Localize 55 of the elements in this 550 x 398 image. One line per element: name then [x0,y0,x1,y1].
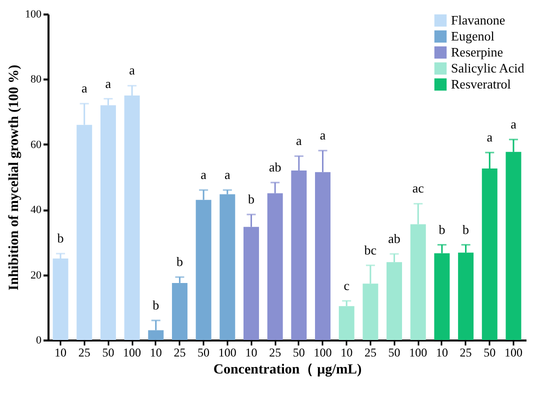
data-label: a [320,128,326,143]
data-label: b [462,222,470,237]
x-tick-label: 10 [54,346,67,360]
legend-label: Salicylic Acid [451,60,525,76]
x-tick-label: 50 [198,346,210,360]
data-label: a [296,133,302,148]
y-tick-label: 80 [30,74,42,86]
x-tick-label: 10 [436,346,448,360]
x-tick-label: 50 [292,346,305,360]
data-label: a [105,76,112,91]
x-tick-label: 100 [123,346,142,360]
data-label: bc [364,242,377,258]
bar [220,194,236,340]
x-tick-label: 100 [504,346,522,360]
x-tick-label: 25 [78,346,90,360]
data-label: b [152,297,160,312]
legend-label: Eugenol [451,28,495,44]
legend-label: Flavanone [451,12,506,28]
y-tick-label: 60 [30,138,42,151]
data-label: b [57,230,64,246]
x-tick-label: 25 [174,346,186,360]
y-tick-label: 20 [30,269,42,282]
x-tick-label: 50 [102,346,114,360]
x-tick-label: 100 [218,346,236,360]
data-label: a [510,116,517,132]
legend-label: Resveratrol [451,76,512,92]
x-tick-label: 50 [484,346,496,360]
data-label: a [129,62,136,78]
x-tick-label: 25 [364,346,376,360]
data-label: ac [412,180,424,196]
x-tick-label: 50 [388,346,400,360]
data-label: a [81,80,88,96]
x-tick-label: 25 [269,346,282,360]
y-tick-label: 0 [36,334,42,346]
data-label: ab [268,160,282,175]
data-label: ab [388,230,400,246]
data-label: b [438,222,446,237]
y-tick-label: 40 [30,204,42,216]
data-label: b [176,254,183,270]
y-tick-label: 100 [25,8,42,20]
x-tick-label: 100 [409,346,428,360]
bar [52,258,68,340]
data-label: b [248,191,254,206]
data-label: a [224,167,231,182]
data-label: a [486,130,493,145]
x-tick-label: 10 [150,346,162,360]
x-tick-label: 100 [314,346,332,360]
data-label: a [200,167,207,182]
y-axis-title: Inhibition of mycelial growth (100 %) [7,64,22,290]
data-label: c [344,278,350,293]
x-tick-label: 25 [460,346,472,360]
x-axis-title: Concentration（ μg/mL) [213,362,362,378]
x-tick-label: 10 [340,346,353,360]
x-tick-label: 10 [245,346,258,360]
legend-label: Reserpine [451,44,504,60]
